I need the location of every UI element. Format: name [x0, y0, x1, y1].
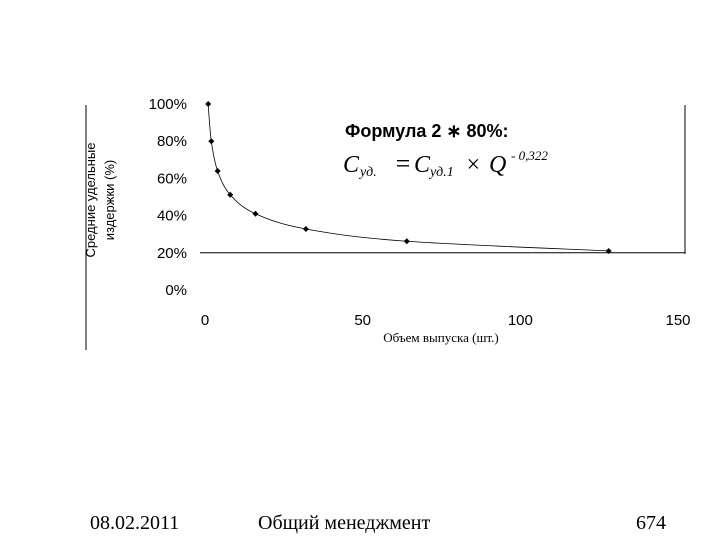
formula-c-right-subscript: уд.1: [428, 165, 454, 180]
data-point: [302, 225, 309, 232]
data-point: [205, 101, 212, 107]
footer-date: 08.02.2011: [90, 512, 180, 534]
data-point: [605, 247, 612, 254]
formula-c-left-subscript: уд.: [358, 165, 377, 180]
y-tick-label: 100%: [149, 96, 187, 113]
formula-c-left: C: [343, 152, 360, 178]
formula-times: ×: [465, 152, 481, 178]
formula-equals: =: [394, 149, 412, 178]
data-point: [403, 238, 410, 245]
formula-c-right: C: [414, 152, 431, 178]
y-tick-label: 20%: [157, 245, 187, 262]
y-tick-label: 80%: [157, 133, 187, 150]
x-tick-label: 150: [665, 312, 690, 329]
data-point: [252, 210, 259, 217]
formula: C уд. = C уд.1 × Q - 0,322: [343, 148, 548, 180]
x-tick-label: 50: [354, 312, 371, 329]
y-tick-label: 60%: [157, 170, 187, 187]
y-tick-labels: 0% 20% 40% 60% 80% 100%: [149, 96, 187, 299]
data-point: [227, 191, 234, 198]
series-points: [205, 101, 612, 254]
y-axis-label-line-2: издержки (%): [102, 160, 117, 240]
formula-q: Q: [489, 152, 506, 178]
x-tick-label: 0: [201, 312, 209, 329]
formula-exponent: - 0,322: [511, 148, 548, 163]
formula-title: Формула 2 ∗ 80%:: [345, 121, 509, 141]
x-tick-label: 100: [508, 312, 533, 329]
y-tick-label: 0%: [165, 282, 187, 299]
footer-course-title: Общий менеджмент: [258, 512, 431, 534]
footer-page-number: 674: [636, 512, 666, 534]
x-axis-label: Объем выпуска (шт.): [383, 330, 499, 345]
x-tick-labels: 0 50 100 150: [201, 312, 691, 329]
y-tick-label: 40%: [157, 208, 187, 225]
data-point: [214, 167, 221, 174]
data-point: [208, 138, 215, 145]
y-axis-label-line-1: Средние удельные: [83, 143, 98, 258]
